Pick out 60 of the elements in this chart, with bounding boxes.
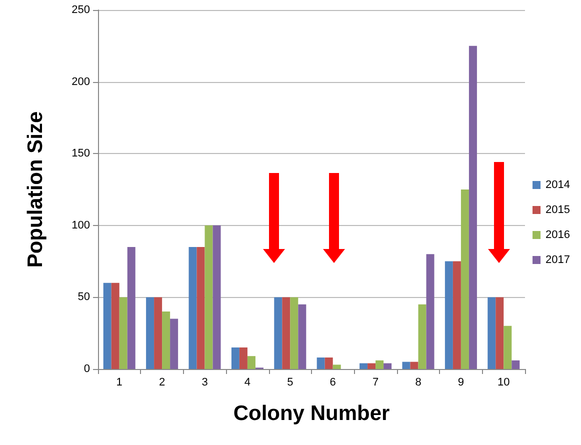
bar xyxy=(488,297,496,369)
bar xyxy=(410,362,418,369)
bar xyxy=(376,360,384,369)
bar xyxy=(204,225,213,369)
bar xyxy=(368,363,376,369)
bar xyxy=(212,225,221,369)
bar xyxy=(360,363,368,369)
bar xyxy=(127,246,136,369)
bar xyxy=(162,312,170,369)
x-tick-label: 9 xyxy=(458,376,464,388)
x-tick-label: 3 xyxy=(202,376,208,388)
bar xyxy=(231,347,240,369)
y-tick-label: 50 xyxy=(78,291,90,304)
y-tick-label: 0 xyxy=(84,363,90,375)
x-tick-label: 6 xyxy=(330,376,336,388)
bar xyxy=(111,282,120,369)
bar xyxy=(496,297,504,369)
x-tick-label: 8 xyxy=(415,376,422,388)
y-tick-label: 100 xyxy=(72,219,90,232)
bar xyxy=(402,362,410,369)
x-axis-title: Colony Number xyxy=(233,402,390,425)
y-axis-title: Population Size xyxy=(24,111,47,268)
bar xyxy=(298,304,306,369)
x-tick-label: 2 xyxy=(158,376,166,388)
bar xyxy=(452,261,461,369)
bar xyxy=(146,297,154,369)
x-tick-label: 1 xyxy=(116,376,122,388)
bar xyxy=(196,246,205,369)
bar xyxy=(460,190,469,369)
y-tick-label: 250 xyxy=(72,4,90,16)
y-tick-label: 200 xyxy=(72,76,90,88)
bar xyxy=(504,326,512,369)
legend-label: 2014 xyxy=(546,179,570,191)
y-tick-label: 150 xyxy=(72,148,90,160)
x-tick-label: 5 xyxy=(287,376,294,388)
bar xyxy=(290,297,298,369)
bar xyxy=(444,261,453,369)
bar xyxy=(154,297,162,369)
bar xyxy=(316,358,325,369)
bar xyxy=(324,358,333,369)
bar xyxy=(468,46,477,369)
legend-label: 2015 xyxy=(546,204,570,216)
x-tick-label: 7 xyxy=(372,376,379,388)
bar xyxy=(188,246,197,369)
bar xyxy=(426,254,434,369)
x-tick-label: 4 xyxy=(244,376,251,388)
bar xyxy=(282,297,290,369)
legend-label: 2017 xyxy=(546,254,570,266)
bar xyxy=(274,297,282,369)
bar xyxy=(239,347,248,369)
bar xyxy=(170,318,178,369)
x-tick-label: 10 xyxy=(498,376,510,388)
bar xyxy=(247,356,256,369)
bar xyxy=(332,364,341,369)
legend-label: 2016 xyxy=(546,229,570,241)
bar xyxy=(119,297,128,369)
bar xyxy=(103,282,112,369)
bar xyxy=(418,304,426,369)
bar xyxy=(384,363,392,369)
bar xyxy=(512,360,520,369)
